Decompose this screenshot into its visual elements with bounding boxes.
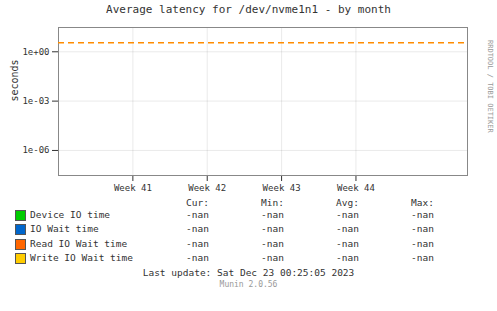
svg-text:1e-06: 1e-06 — [22, 145, 49, 155]
html-text:-nan: -nan — [336, 208, 359, 220]
svg-text:1e+00: 1e+00 — [22, 47, 49, 57]
svg-text:Week 41: Week 41 — [114, 183, 152, 193]
html-text:-nan: -nan — [411, 252, 434, 263]
html-text:Cur:: Cur: — [186, 197, 209, 208]
html-text:-nan: -nan — [336, 237, 359, 249]
svg-text:Week 44: Week 44 — [337, 183, 375, 193]
html-text:IO Wait time: IO Wait time — [30, 223, 99, 234]
html-text:-nan: -nan — [411, 237, 434, 249]
html-text:-nan: -nan — [261, 208, 284, 220]
svg-text:1e-03: 1e-03 — [22, 96, 49, 106]
html-text:Munin 2.0.56: Munin 2.0.56 — [219, 279, 278, 289]
html-text:Device IO time: Device IO time — [30, 208, 111, 220]
html-text:-nan: -nan — [186, 208, 209, 220]
html-text:-nan: -nan — [261, 237, 284, 249]
html-text:Read IO Wait time: Read IO Wait time — [30, 237, 128, 249]
svg-text:Week 42: Week 42 — [188, 183, 226, 193]
html-text:-nan: -nan — [261, 223, 284, 234]
html-text:RRDTOOL / TOBI OETIKER: RRDTOOL / TOBI OETIKER — [486, 40, 494, 133]
html-text:Average latency for /dev/nvme1: Average latency for /dev/nvme1n1 - by mo… — [106, 3, 391, 16]
html-text:-nan: -nan — [336, 223, 359, 234]
html-text:-nan: -nan — [186, 252, 209, 263]
html-text:-nan: -nan — [186, 223, 209, 234]
html-text:-nan: -nan — [186, 237, 209, 249]
html-text:-nan: -nan — [411, 223, 434, 234]
html-text:Max:: Max: — [411, 197, 434, 208]
svg-text:seconds: seconds — [9, 59, 20, 101]
html-text:Write IO Wait time: Write IO Wait time — [30, 252, 133, 263]
html-text:-nan: -nan — [336, 252, 359, 263]
html-text:Last update: Sat Dec 23 00:25:: Last update: Sat Dec 23 00:25:05 2023 — [142, 266, 355, 278]
html-text:Avg:: Avg: — [336, 197, 359, 208]
html-text:Min:: Min: — [261, 197, 284, 208]
html-text:-nan: -nan — [411, 208, 434, 220]
html-text:-nan: -nan — [261, 252, 284, 263]
svg-text:Week 43: Week 43 — [263, 183, 301, 193]
